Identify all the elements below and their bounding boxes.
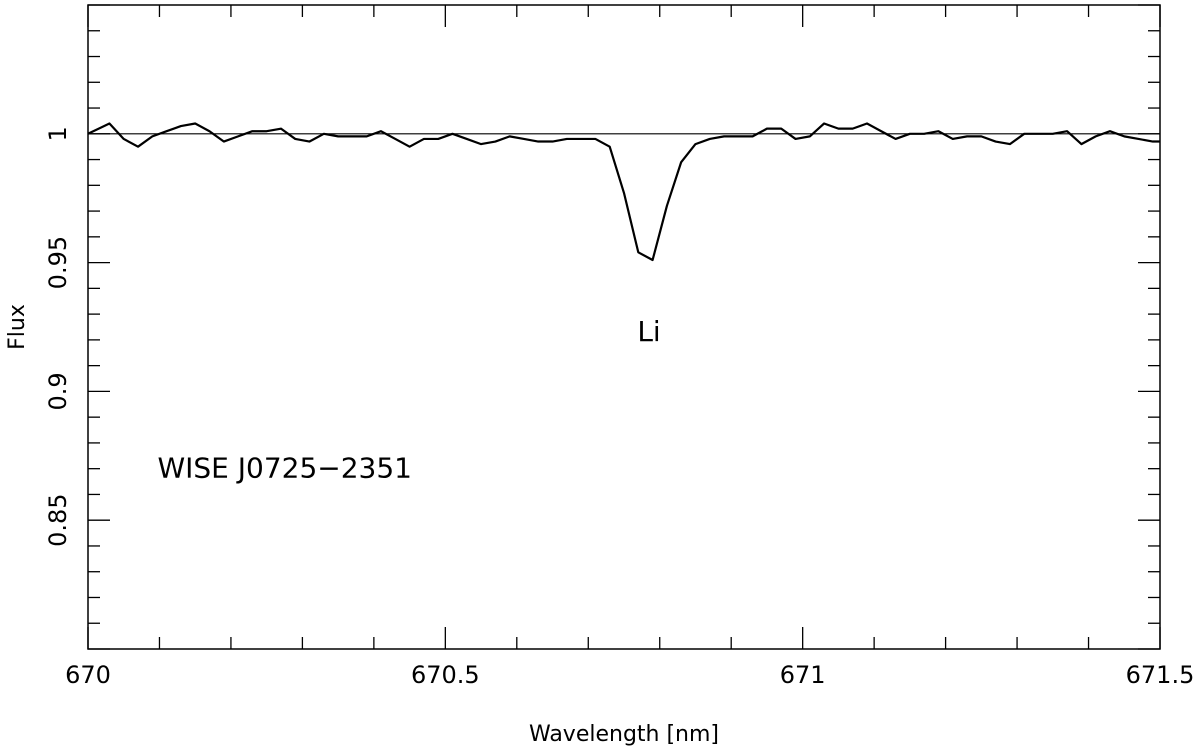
flux-series-line (87, 122, 1160, 262)
annotation-li: Li (637, 315, 660, 348)
x-tick-label: 670 (65, 661, 111, 689)
y-tick-label: 0.9 (44, 372, 72, 410)
plot-frame (87, 4, 1161, 650)
x-tick-label: 671.5 (1126, 661, 1195, 689)
y-tick-label: 0.95 (44, 236, 72, 289)
y-axis-label: Flux (5, 304, 30, 350)
x-tick-label: 670.5 (411, 661, 480, 689)
axis-tick-labels: 670 670.5 671 671.5 0.85 0.9 0.95 1 (44, 126, 1194, 689)
x-axis-label: Wavelength [nm] (529, 722, 719, 747)
y-tick-label: 1 (44, 126, 72, 141)
annotation-object-name: WISE J0725−2351 (157, 452, 412, 485)
x-tick-label: 671 (780, 661, 826, 689)
axis-ticks (87, 4, 1161, 650)
y-tick-label: 0.85 (44, 493, 72, 546)
